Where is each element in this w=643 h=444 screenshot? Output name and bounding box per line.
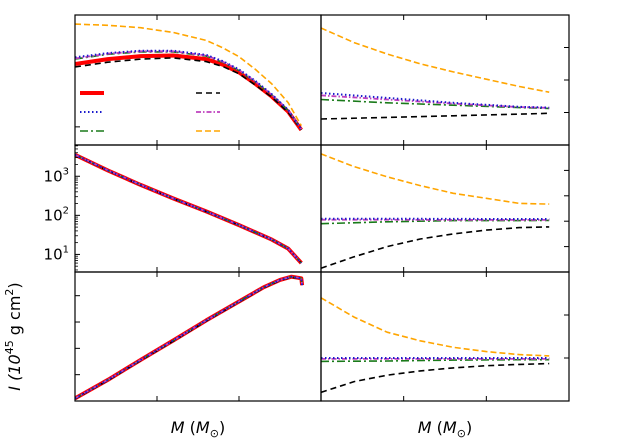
- tidal-right-series: [321, 153, 550, 269]
- moment-left-line-nt: [75, 275, 303, 400]
- tidal-ytick-label: 102: [44, 205, 69, 224]
- radius-left-line-n008: [75, 49, 303, 130]
- radius-left-frame: [74, 14, 322, 146]
- moment-left-line-n008: [75, 275, 304, 400]
- tidal-left-line-n01: [75, 153, 302, 264]
- moment-ylabel: I (1045 g cm2): [3, 282, 24, 390]
- moment-right-frame: [320, 271, 570, 402]
- radius-left-line-n024: [75, 23, 302, 127]
- radius-right-line-n016: [321, 112, 550, 120]
- radius-left-line-nt: [75, 50, 303, 130]
- moment-left-frame: [74, 271, 322, 402]
- moment-left-series: [75, 274, 305, 401]
- tidal-right-line-n01: [321, 219, 550, 225]
- radius-right-line-nt: [321, 94, 550, 109]
- tidal-left-line-n016: [75, 154, 302, 264]
- radius-right-line-n008: [321, 92, 550, 109]
- x-axis-label: M (M⊙): [171, 418, 225, 440]
- radius-right-frame: [320, 14, 570, 146]
- tidal-right-line-n024: [321, 153, 550, 205]
- radius-right-line-n01: [321, 98, 550, 110]
- radius-right-line-n024: [321, 27, 550, 93]
- tidal-ytick-label: 101: [44, 244, 69, 263]
- tidal-right-line-n016: [321, 226, 550, 269]
- tidal-left-series: [75, 152, 303, 265]
- tidal-left-line-n008: [75, 153, 303, 264]
- moment-right-line-n016: [321, 362, 550, 394]
- moment-right-line-n024: [321, 297, 550, 357]
- radius-left-line-n016: [75, 57, 302, 131]
- radius-left-series: [75, 23, 303, 132]
- moment-right-line-n01: [321, 358, 550, 363]
- moment-right-series: [321, 297, 550, 394]
- tidal-ytick-label: 103: [44, 166, 69, 185]
- tidal-right-frame: [320, 144, 570, 273]
- radius-right-series: [321, 27, 550, 120]
- radius-left-line-unified: [75, 53, 303, 132]
- x-axis-label: M (M⊙): [418, 418, 472, 440]
